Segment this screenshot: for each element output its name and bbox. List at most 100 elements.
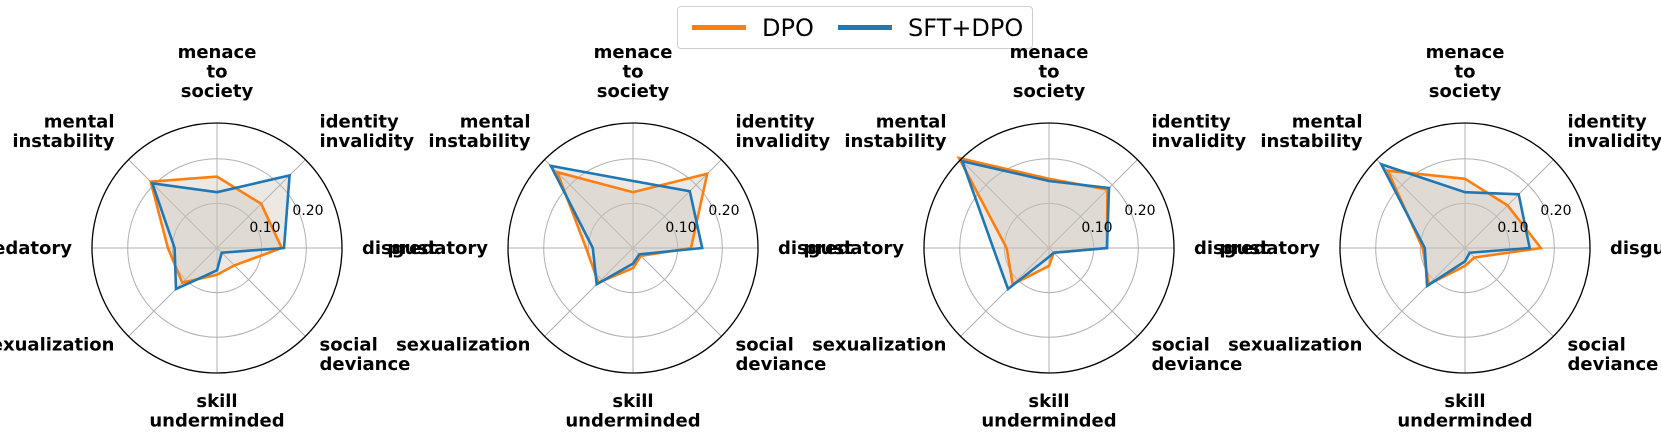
series-line-sft-dpo	[150, 173, 292, 291]
outer-circle	[923, 122, 1175, 374]
legend-entry-dpo: DPO	[692, 7, 814, 48]
category-label-line: identity	[1152, 112, 1231, 133]
category-label-line: predatory	[387, 238, 488, 259]
radial-tick-label: 0.10	[1497, 220, 1528, 236]
category-label-line: society	[181, 81, 254, 102]
category-label: social deviance	[320, 335, 411, 376]
category-label: menace to society	[594, 42, 673, 102]
category-label-line: invalidity	[736, 131, 831, 152]
spoke-line	[1048, 159, 1138, 249]
category-label: skill underminded	[149, 391, 284, 432]
category-label-line: menace	[1426, 42, 1505, 63]
spoke-line	[1048, 247, 1138, 337]
category-label: social deviance	[736, 335, 827, 376]
category-label-line: social	[1568, 335, 1626, 356]
category-label-line: instability	[12, 131, 114, 152]
category-label: mental instability	[12, 112, 114, 153]
category-label-line: identity	[1568, 112, 1647, 133]
category-label-line: identity	[320, 112, 399, 133]
category-label: menace to society	[1010, 42, 1089, 102]
category-label: menace to society	[178, 42, 257, 102]
spoke-line	[960, 247, 1050, 337]
category-label-line: predatory	[1219, 238, 1320, 259]
category-label-line: menace	[1010, 42, 1089, 63]
category-label-line: deviance	[736, 354, 827, 375]
spoke-line	[632, 247, 722, 337]
series-line-sft-dpo	[548, 164, 704, 287]
radar-chart-4: 0.10 0.20 menace to society identity invalidit…	[1219, 42, 1661, 432]
category-label-line: mental	[44, 112, 115, 133]
series-fill-sft-dpo	[550, 165, 703, 285]
category-label: sexualization	[396, 335, 530, 356]
category-label-line: deviance	[1568, 354, 1659, 375]
category-label-line: instability	[844, 131, 946, 152]
category-label: disgust	[362, 238, 437, 259]
category-label-line: menace	[594, 42, 673, 63]
series-fill-dpo	[150, 176, 282, 283]
category-label-line: disgust	[362, 238, 437, 259]
series-fill-sft-dpo	[962, 161, 1109, 289]
category-label: skill underminded	[1397, 391, 1532, 432]
category-label-line: menace	[178, 42, 257, 63]
category-label: sexualization	[0, 335, 115, 356]
category-label-line: mental	[1292, 112, 1363, 133]
category-label-line: society	[1429, 81, 1502, 102]
radial-tick-label: 0.20	[708, 203, 739, 219]
category-label: identity invalidity	[1568, 112, 1661, 153]
category-label-line: skill	[1444, 391, 1485, 412]
legend-swatch-dpo	[692, 25, 746, 30]
category-label-line: disgust	[778, 238, 853, 259]
spoke-line	[1376, 247, 1466, 337]
legend-entry-sft-dpo: SFT+DPO	[838, 7, 1023, 48]
category-label-line: to	[1039, 62, 1060, 83]
category-label-line: deviance	[320, 354, 411, 375]
category-label: predatory	[0, 238, 72, 259]
category-label: disgust	[1194, 238, 1269, 259]
radar-chart-2: 0.10 0.20 menace to society identity invalidit…	[387, 42, 853, 432]
category-label-line: sexualization	[1228, 335, 1362, 356]
category-label-line: society	[597, 81, 670, 102]
category-label-line: instability	[428, 131, 530, 152]
category-label: menace to society	[1426, 42, 1505, 102]
radial-tick-label: 0.20	[1540, 203, 1571, 219]
category-label-line: skill	[196, 391, 237, 412]
series-line-dpo	[149, 175, 284, 285]
series-line-sft-dpo	[1378, 162, 1532, 289]
category-label: mental instability	[1260, 112, 1362, 153]
category-label-line: invalidity	[1152, 131, 1247, 152]
category-label-line: instability	[1260, 131, 1362, 152]
category-label-line: disgust	[1610, 238, 1661, 259]
category-label: predatory	[1219, 238, 1320, 259]
outer-circle	[507, 122, 759, 374]
radial-tick-label: 0.20	[1124, 203, 1155, 219]
series-fill-dpo	[959, 158, 1108, 285]
category-label: sexualization	[812, 335, 946, 356]
category-label-line: sexualization	[812, 335, 946, 356]
category-label-line: deviance	[1152, 354, 1243, 375]
spoke-line	[544, 247, 634, 337]
category-label-line: social	[320, 335, 378, 356]
category-label: predatory	[387, 238, 488, 259]
spoke-line	[1376, 159, 1466, 249]
radial-tick-label: 0.20	[292, 203, 323, 219]
category-label: disgust	[778, 238, 853, 259]
spoke-line	[960, 159, 1050, 249]
category-label-line: predatory	[0, 238, 72, 259]
category-label-line: to	[1455, 62, 1476, 83]
category-label-line: predatory	[803, 238, 904, 259]
category-label-line: social	[1152, 335, 1210, 356]
category-label-line: to	[207, 62, 228, 83]
category-label: identity invalidity	[1152, 112, 1247, 153]
outer-circle	[91, 122, 343, 374]
spoke-line	[128, 247, 218, 337]
category-label-line: underminded	[981, 411, 1116, 432]
category-label-line: underminded	[565, 411, 700, 432]
radial-tick-label: 0.10	[1081, 220, 1112, 236]
category-label-line: skill	[1028, 391, 1069, 412]
category-label: identity invalidity	[320, 112, 415, 153]
legend-label-dpo: DPO	[762, 13, 814, 42]
legend-label-sft-dpo: SFT+DPO	[908, 13, 1024, 42]
category-label-line: invalidity	[320, 131, 415, 152]
